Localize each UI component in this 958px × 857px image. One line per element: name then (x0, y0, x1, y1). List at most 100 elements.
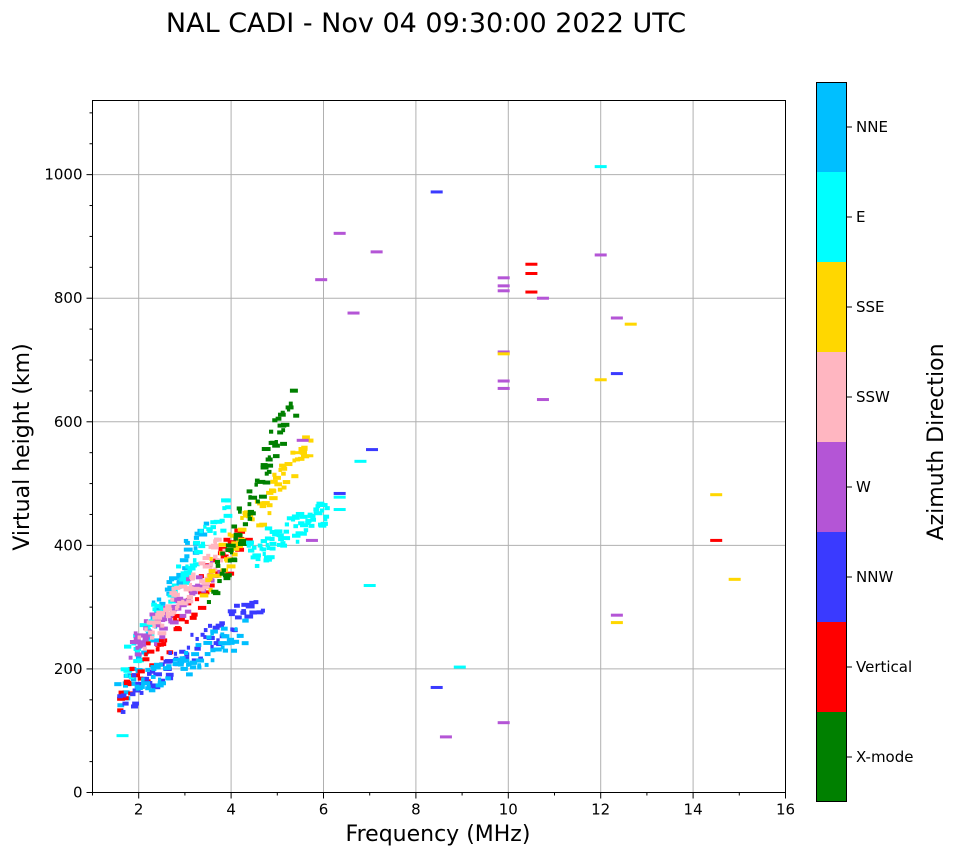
echo-point (497, 350, 510, 354)
echo-point (320, 521, 328, 526)
echo-point (301, 445, 308, 450)
echo-point (184, 554, 190, 559)
echo-point (167, 617, 173, 622)
echo-point (302, 435, 310, 440)
echo-point (281, 471, 286, 476)
echo-point (179, 613, 187, 618)
echo-point (172, 661, 177, 666)
echo-point (200, 541, 206, 546)
echo-point (324, 506, 330, 511)
echo-point (227, 558, 232, 563)
echo-point (291, 474, 299, 479)
echo-point (143, 633, 152, 638)
colorbar-segment (816, 172, 847, 262)
echo-point (254, 478, 260, 483)
chart-title: NAL CADI - Nov 04 09:30:00 2022 UTC (166, 8, 686, 39)
colorbar-segment (816, 352, 847, 442)
echo-point (140, 684, 145, 689)
echo-point (195, 550, 200, 555)
echo-point (233, 536, 238, 541)
echo-point (430, 190, 443, 194)
echo-point (245, 604, 255, 609)
echo-point (155, 607, 163, 612)
echo-point (150, 674, 156, 679)
echo-point (296, 438, 309, 442)
echo-point (159, 635, 166, 640)
echo-point (323, 514, 330, 519)
echo-point (197, 665, 202, 670)
echo-point (138, 644, 143, 649)
echo-point (307, 512, 313, 517)
echo-point (174, 585, 181, 590)
echo-point (286, 407, 291, 412)
echo-point (203, 521, 210, 526)
echo-point (710, 493, 723, 497)
colorbar-segment (816, 442, 847, 532)
echo-point (240, 515, 244, 520)
echo-point (249, 610, 257, 615)
echo-point (310, 517, 317, 522)
echo-point (213, 539, 218, 544)
echo-point (182, 658, 190, 663)
echo-point (137, 676, 144, 681)
echo-point (198, 532, 208, 537)
echo-point (269, 536, 275, 541)
echo-point (154, 642, 158, 647)
echo-point (237, 544, 244, 549)
echo-point (179, 656, 184, 661)
echo-point (273, 475, 281, 480)
echo-point (370, 250, 383, 254)
echo-point (152, 607, 157, 612)
echo-point (220, 645, 225, 650)
echo-point (148, 638, 155, 643)
echo-point (193, 540, 201, 545)
x-tick-label: 14 (684, 801, 703, 819)
echo-point (247, 516, 253, 521)
echo-point (292, 451, 305, 455)
echo-point (272, 443, 280, 448)
echo-point (315, 504, 321, 509)
echo-point (244, 614, 254, 619)
echo-point (347, 311, 360, 315)
echo-point (232, 542, 242, 547)
echo-point (207, 583, 215, 588)
echo-point (305, 538, 318, 542)
echo-point (122, 683, 129, 688)
echo-point (210, 648, 216, 653)
echo-point (198, 544, 206, 549)
echo-point (191, 652, 200, 657)
echo-point (281, 428, 286, 433)
echo-point (173, 616, 178, 621)
echo-point (610, 372, 623, 376)
echo-point (189, 563, 198, 568)
echo-point (153, 665, 161, 670)
echo-point (156, 611, 166, 616)
echo-point (248, 541, 254, 546)
echo-point (120, 693, 127, 698)
echo-point (227, 543, 236, 548)
echo-point (610, 613, 623, 617)
echo-point (142, 646, 147, 651)
echo-point (283, 529, 290, 534)
echo-point (300, 523, 309, 528)
echo-point (220, 551, 225, 556)
echo-point (225, 505, 231, 510)
echo-point (155, 613, 161, 618)
echo-point (313, 511, 323, 516)
echo-point (333, 231, 346, 235)
echo-point (229, 533, 235, 538)
echo-point (308, 523, 315, 528)
colorbar-tick-label: E (856, 208, 865, 226)
colorbar-tick-label: SSE (856, 298, 885, 316)
echo-point (158, 638, 164, 643)
colorbar-label: Azimuth Direction (924, 343, 949, 540)
grid (92, 100, 786, 793)
echo-point (159, 618, 166, 623)
echo-point (323, 517, 328, 522)
echo-point (288, 401, 293, 406)
echo-point (203, 640, 213, 645)
echo-point (194, 531, 201, 536)
echo-point (172, 597, 180, 602)
echo-point (170, 610, 177, 615)
y-axis: 0 200 400 600 800 1000 (44, 112, 93, 802)
